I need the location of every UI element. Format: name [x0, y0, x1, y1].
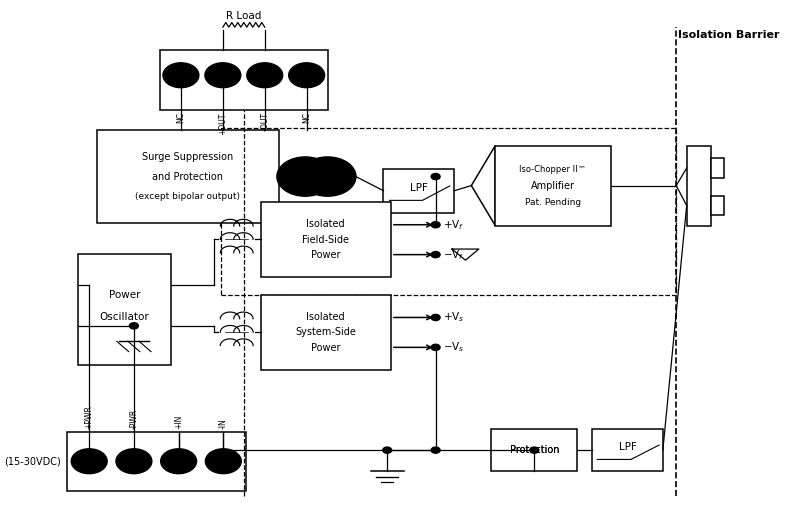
Text: Power: Power [311, 250, 341, 260]
FancyBboxPatch shape [710, 158, 724, 178]
Circle shape [163, 63, 199, 88]
Text: (except bipolar output): (except bipolar output) [135, 192, 241, 200]
Text: Protection: Protection [510, 445, 559, 455]
Circle shape [116, 449, 152, 473]
Text: -PWR: -PWR [130, 409, 138, 429]
Text: Iso-Chopper II™: Iso-Chopper II™ [519, 165, 586, 174]
Text: Oscillator: Oscillator [100, 312, 150, 322]
Text: 6: 6 [219, 70, 226, 80]
Text: Field-Side: Field-Side [302, 235, 350, 244]
Circle shape [289, 63, 325, 88]
Text: R Load: R Load [226, 11, 262, 21]
FancyBboxPatch shape [160, 50, 327, 110]
Text: 1: 1 [86, 456, 93, 466]
FancyBboxPatch shape [67, 431, 246, 491]
FancyBboxPatch shape [592, 429, 663, 471]
Circle shape [431, 314, 440, 321]
Text: Power: Power [109, 290, 140, 300]
Text: +PWR: +PWR [85, 405, 94, 429]
Text: 5: 5 [178, 70, 184, 80]
Text: NC: NC [177, 112, 186, 123]
Text: -OUT: -OUT [260, 112, 270, 131]
Text: Pat. Pending: Pat. Pending [525, 197, 581, 207]
FancyBboxPatch shape [710, 196, 724, 215]
Text: Protection: Protection [510, 445, 559, 455]
Text: +V$_s$: +V$_s$ [443, 311, 465, 324]
FancyBboxPatch shape [686, 146, 710, 225]
Circle shape [205, 63, 241, 88]
Text: 8: 8 [303, 70, 310, 80]
Circle shape [71, 449, 107, 473]
Circle shape [206, 449, 241, 473]
Circle shape [161, 449, 197, 473]
Text: and Protection: and Protection [153, 171, 223, 182]
Text: Amplifier: Amplifier [531, 181, 575, 191]
Text: 3: 3 [175, 456, 182, 466]
Text: +IN: +IN [174, 414, 183, 429]
Text: $-$V$_f$: $-$V$_f$ [443, 248, 465, 262]
Text: Power: Power [311, 343, 341, 353]
Text: Isolation Barrier: Isolation Barrier [678, 30, 780, 40]
FancyBboxPatch shape [491, 429, 577, 471]
Text: Surge Suppression: Surge Suppression [142, 152, 234, 162]
FancyBboxPatch shape [383, 169, 454, 212]
Circle shape [247, 63, 282, 88]
FancyBboxPatch shape [97, 130, 279, 223]
Text: Isolated: Isolated [306, 219, 345, 229]
FancyBboxPatch shape [495, 146, 610, 225]
Text: 4: 4 [220, 456, 226, 466]
Circle shape [530, 447, 539, 453]
FancyBboxPatch shape [78, 254, 171, 365]
Circle shape [431, 344, 440, 351]
Text: +V$_f$: +V$_f$ [443, 218, 465, 232]
Circle shape [431, 447, 440, 453]
Text: LPF: LPF [410, 183, 428, 193]
Text: -IN: -IN [218, 418, 228, 429]
Text: NC: NC [302, 112, 311, 123]
Circle shape [431, 252, 440, 258]
Circle shape [431, 222, 440, 228]
FancyBboxPatch shape [261, 203, 391, 277]
Text: LPF: LPF [618, 442, 636, 452]
Circle shape [277, 157, 334, 196]
Circle shape [130, 323, 138, 329]
Polygon shape [471, 146, 495, 225]
Text: Isolated: Isolated [306, 312, 345, 322]
Text: +OUT: +OUT [218, 112, 227, 135]
Text: $-$V$_s$: $-$V$_s$ [443, 340, 465, 354]
Text: System-Side: System-Side [295, 327, 356, 337]
Text: 7: 7 [262, 70, 268, 80]
Text: 2: 2 [130, 456, 138, 466]
FancyBboxPatch shape [261, 295, 391, 370]
Text: (15-30VDC): (15-30VDC) [4, 456, 61, 466]
Circle shape [382, 447, 392, 453]
Circle shape [299, 157, 356, 196]
Circle shape [431, 174, 440, 180]
